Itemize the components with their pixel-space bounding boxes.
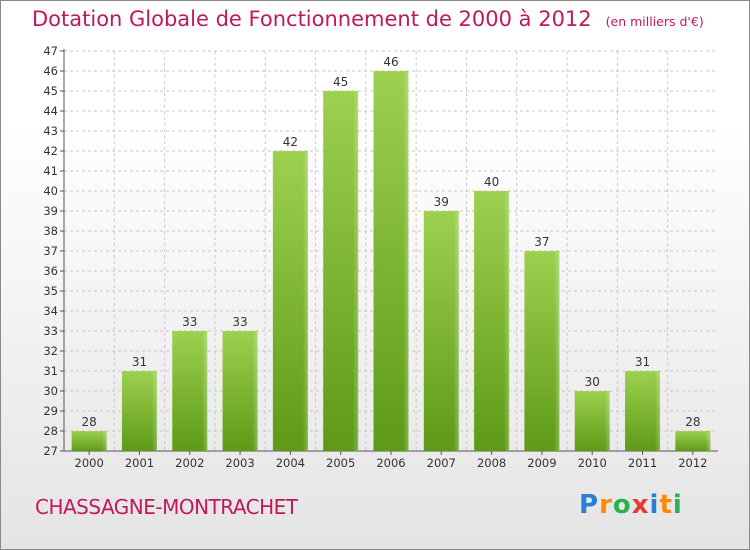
data-label: 45 — [333, 75, 348, 89]
y-tick-label: 28 — [43, 424, 58, 438]
y-tick-label: 41 — [43, 164, 58, 178]
bar-highlight — [675, 431, 711, 451]
y-tick-label: 35 — [43, 284, 58, 298]
data-label: 31 — [635, 355, 650, 369]
data-label: 33 — [182, 315, 197, 329]
x-tick-label: 2012 — [678, 456, 707, 470]
title-unit: (en milliers d'€) — [605, 14, 704, 29]
x-tick-label: 2010 — [578, 456, 607, 470]
x-tick-label: 2006 — [376, 456, 405, 470]
x-tick-label: 2001 — [125, 456, 154, 470]
data-label: 46 — [383, 55, 398, 69]
data-label: 30 — [585, 375, 600, 389]
data-labels: 28 31 33 33 42 45 46 39 40 37 30 31 28 — [82, 55, 701, 429]
y-tick-label: 34 — [43, 304, 58, 318]
y-tick-label: 44 — [43, 104, 58, 118]
x-tick-label: 2007 — [427, 456, 456, 470]
y-tick-label: 40 — [43, 184, 58, 198]
bar-highlight — [172, 331, 208, 451]
bar-highlight — [71, 431, 107, 451]
bar-highlight — [474, 191, 510, 451]
bar-highlight — [625, 371, 661, 451]
y-tick-label: 31 — [43, 364, 58, 378]
x-tick-label: 2000 — [75, 456, 104, 470]
data-label: 40 — [484, 175, 499, 189]
data-label: 33 — [232, 315, 247, 329]
bar-highlight — [272, 151, 308, 451]
chart-title: Dotation Globale de Fonctionnement de 20… — [32, 7, 704, 31]
y-tick-label: 43 — [43, 124, 58, 138]
y-tick-label: 47 — [43, 44, 58, 58]
data-label: 31 — [132, 355, 147, 369]
data-label: 42 — [283, 135, 298, 149]
bars — [71, 71, 711, 451]
data-label: 28 — [82, 415, 97, 429]
bar-highlight — [222, 331, 258, 451]
data-label: 37 — [534, 235, 549, 249]
y-tick-label: 46 — [43, 64, 58, 78]
bar-highlight — [524, 251, 560, 451]
x-tick-labels: 2000 2001 2002 2003 2004 2005 2006 2007 2008 2009… — [75, 456, 708, 470]
x-tick-label: 2011 — [628, 456, 657, 470]
x-tick-label: 2008 — [477, 456, 506, 470]
proxiti-logo: Proxiti — [579, 490, 683, 520]
y-tick-label: 29 — [43, 404, 58, 418]
x-tick-label: 2003 — [225, 456, 254, 470]
y-tick-label: 39 — [43, 204, 58, 218]
y-tick-label: 32 — [43, 344, 58, 358]
y-tick-label: 30 — [43, 384, 58, 398]
x-tick-label: 2002 — [175, 456, 204, 470]
bar-highlight — [121, 371, 157, 451]
bar-highlight — [423, 211, 459, 451]
y-tick-labels: 27 28 29 30 31 32 33 34 35 36 37 38 39 40 41 42 43 44 45 46… — [43, 44, 58, 458]
y-tick-label: 36 — [43, 264, 58, 278]
y-tick-label: 33 — [43, 324, 58, 338]
bar-highlight — [574, 391, 610, 451]
bar-highlight — [373, 71, 409, 451]
title-main: Dotation Globale de Fonctionnement de 20… — [32, 7, 592, 31]
y-tick-label: 27 — [43, 444, 58, 458]
y-tick-label: 42 — [43, 144, 58, 158]
commune-name: CHASSAGNE-MONTRACHET — [35, 495, 298, 519]
bar-highlight — [323, 91, 359, 451]
data-label: 28 — [685, 415, 700, 429]
y-tick-label: 37 — [43, 244, 58, 258]
y-tick-label: 45 — [43, 84, 58, 98]
y-tick-label: 38 — [43, 224, 58, 238]
data-label: 39 — [434, 195, 449, 209]
x-tick-label: 2004 — [276, 456, 305, 470]
x-tick-label: 2005 — [326, 456, 355, 470]
x-tick-label: 2009 — [527, 456, 556, 470]
